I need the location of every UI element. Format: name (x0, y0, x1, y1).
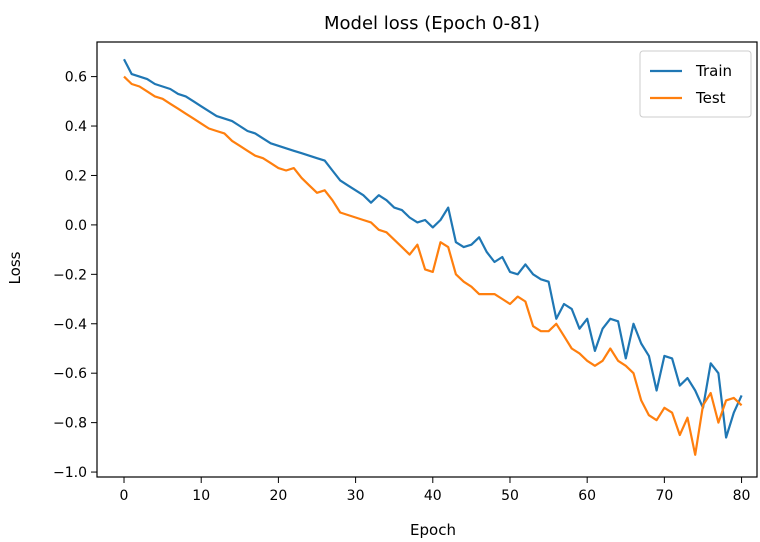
legend-box (639, 50, 752, 118)
x-tick-label: 20 (269, 488, 287, 504)
y-tick-label: 0.2 (65, 168, 87, 184)
y-tick-label: −0.4 (53, 317, 87, 333)
legend-label: Test (695, 89, 726, 107)
plot-lines (123, 58, 743, 456)
y-axis-label: Loss (6, 251, 24, 284)
legend: Train Test (639, 50, 752, 118)
x-axis: 0 10 20 30 40 50 60 70 80 (120, 477, 751, 504)
x-tick-label: 10 (192, 488, 210, 504)
y-tick-label: 0.6 (65, 70, 87, 86)
y-tick-label: −0.8 (53, 416, 87, 432)
legend-label: Train (695, 62, 732, 80)
y-tick-label: −1.0 (53, 465, 87, 481)
y-tick-label: 0.0 (65, 218, 87, 234)
x-tick-label: 0 (120, 488, 129, 504)
plot-frame (96, 41, 758, 478)
chart-title: Model loss (Epoch 0-81) (324, 13, 540, 34)
series-line-train (123, 58, 743, 439)
y-tick-label: 0.4 (65, 119, 87, 135)
x-tick-label: 30 (347, 488, 365, 504)
x-tick-label: 40 (424, 488, 442, 504)
x-axis-label: Epoch (410, 521, 456, 539)
y-tick-label: −0.6 (53, 366, 87, 382)
series-line-test (123, 75, 743, 456)
x-tick-label: 80 (733, 488, 751, 504)
x-tick-label: 60 (578, 488, 596, 504)
y-axis: −1.0 −0.8 −0.6 −0.4 −0.2 0.0 0.2 0.4 0.6 (53, 70, 97, 481)
x-tick-label: 50 (501, 488, 519, 504)
y-tick-label: −0.2 (53, 267, 87, 283)
x-tick-label: 70 (655, 488, 673, 504)
